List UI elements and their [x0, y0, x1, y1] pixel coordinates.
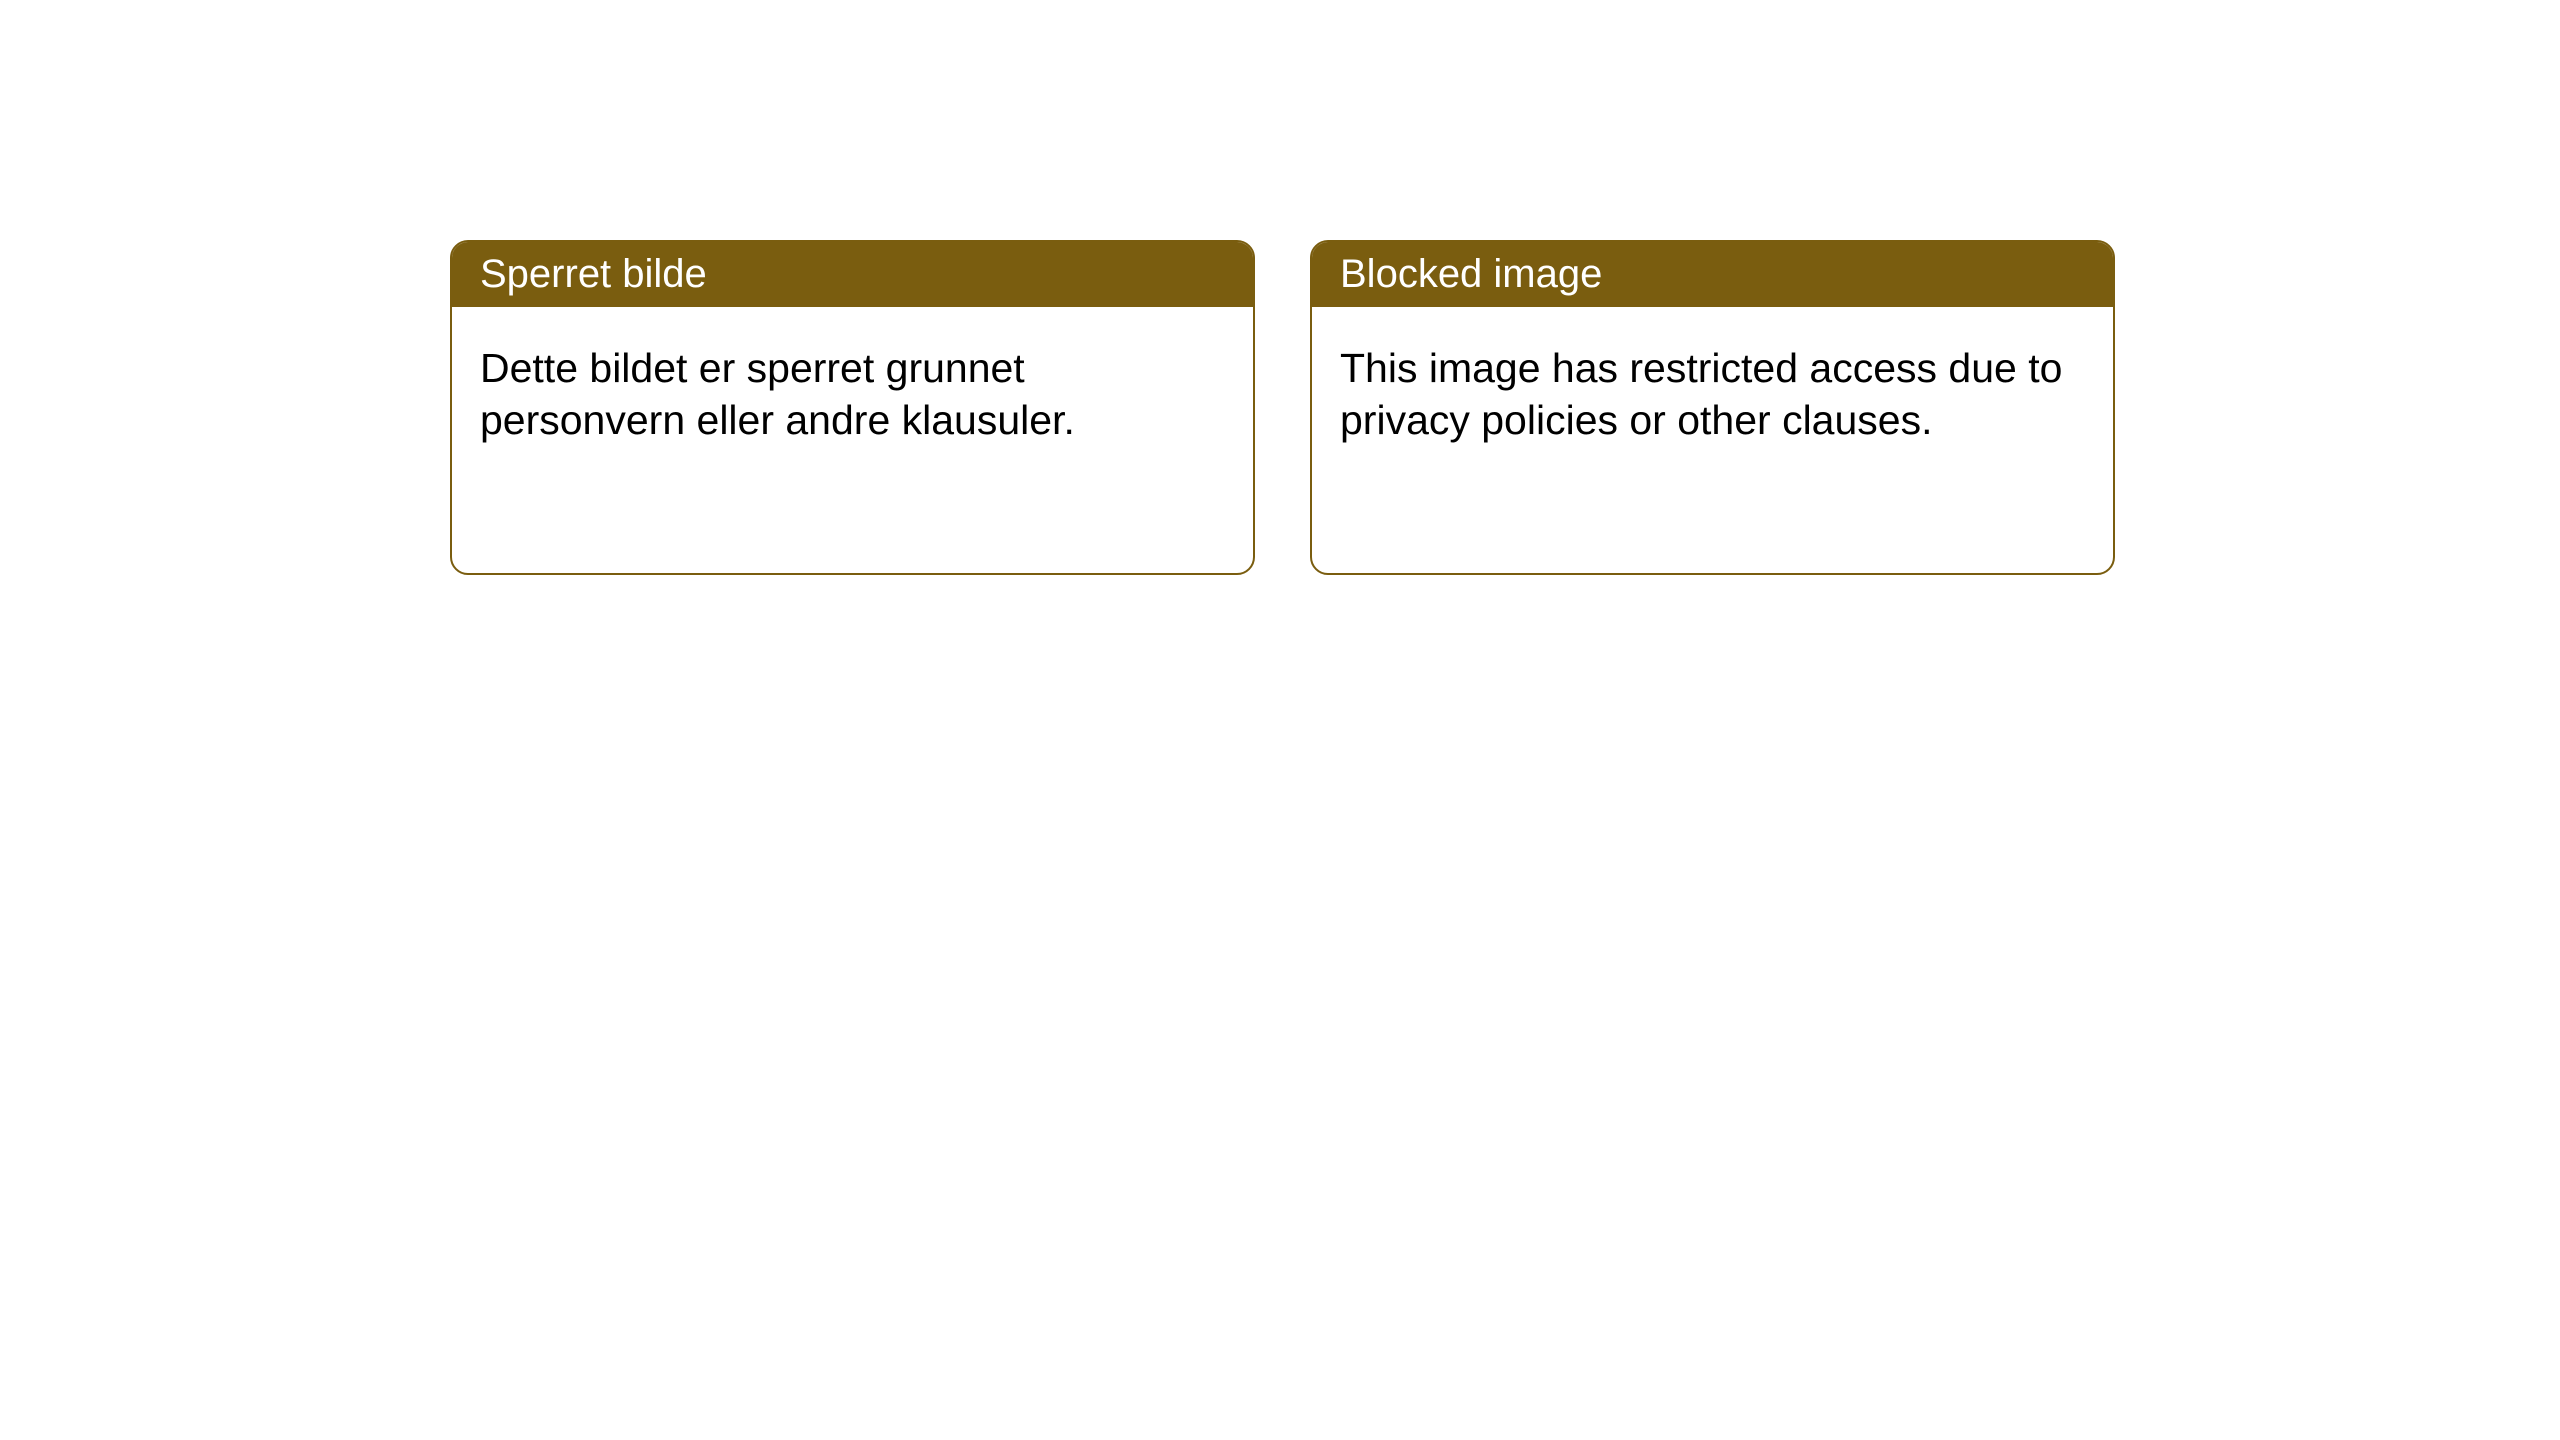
- card-body-english: This image has restricted access due to …: [1312, 307, 2113, 482]
- card-body-norwegian: Dette bildet er sperret grunnet personve…: [452, 307, 1253, 482]
- card-header-english: Blocked image: [1312, 242, 2113, 307]
- card-header-norwegian: Sperret bilde: [452, 242, 1253, 307]
- notice-card-english: Blocked image This image has restricted …: [1310, 240, 2115, 575]
- notice-card-norwegian: Sperret bilde Dette bildet er sperret gr…: [450, 240, 1255, 575]
- notice-container: Sperret bilde Dette bildet er sperret gr…: [450, 240, 2115, 575]
